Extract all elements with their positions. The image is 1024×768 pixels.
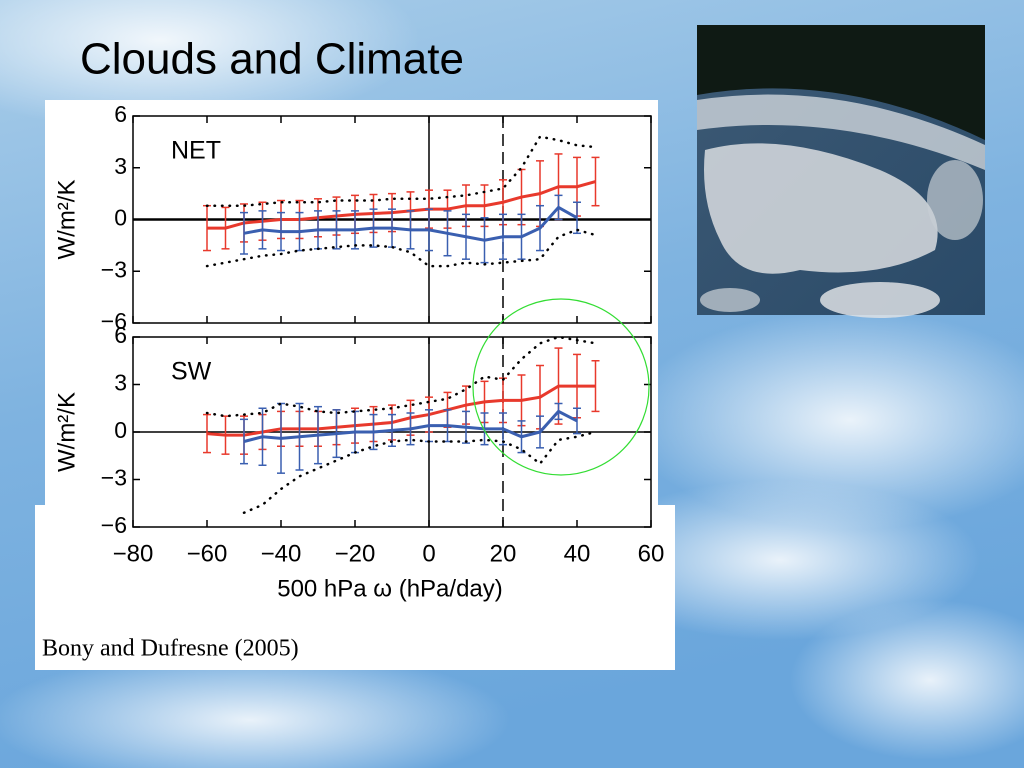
x-tick-label: 60 — [638, 540, 665, 567]
error-bar — [499, 412, 507, 446]
earth-photo — [697, 25, 985, 318]
error-bar — [332, 409, 341, 459]
y-axis-label: W/m²/K — [53, 392, 80, 472]
y-tick-label: −6 — [101, 308, 127, 334]
error-bar — [277, 211, 285, 252]
cloud — [790, 600, 1024, 760]
charts: −6 −3 0 3 6 NET W/m²/K −6 −3 0 3 6 −80 −60 −40 −20 0 20 40… — [53, 101, 664, 602]
panel-title: SW — [171, 358, 212, 386]
panel-title: NET — [171, 137, 221, 165]
y-tick-label: −3 — [101, 256, 127, 282]
error-bar — [221, 206, 230, 250]
y-axis-label: W/m²/K — [53, 180, 80, 260]
error-bar — [203, 413, 211, 454]
error-bar — [480, 217, 489, 264]
error-bar — [517, 213, 526, 260]
y-tick-label: 6 — [114, 101, 127, 127]
error-bar — [314, 405, 322, 465]
cloud — [580, 480, 980, 640]
error-bar — [462, 410, 470, 444]
error-bar — [406, 210, 415, 250]
slide-title: Clouds and Climate — [80, 35, 464, 84]
highlight-circle — [472, 298, 650, 476]
error-bar — [240, 418, 248, 465]
x-tick-label: 20 — [490, 540, 517, 567]
figure-panel — [45, 100, 658, 510]
error-bar — [351, 210, 359, 250]
cloud — [630, 310, 1024, 530]
x-tick-label: 0 — [422, 540, 435, 567]
y-tick-label: −3 — [101, 465, 127, 491]
error-bar — [591, 360, 600, 413]
error-bar — [406, 412, 415, 446]
x-tick-label: −20 — [335, 540, 376, 567]
x-tick-label: −80 — [113, 540, 154, 567]
error-bar — [369, 208, 378, 248]
error-bar — [536, 415, 544, 449]
cloud — [0, 650, 510, 768]
error-bar — [258, 210, 267, 250]
envelope-line — [205, 228, 597, 268]
caption: Bony and Dufresne (2005) — [42, 636, 299, 662]
chart: −6 −3 0 3 6 −80 −60 −40 −20 0 20 40 60 SW W/m²/K 500 hP… — [53, 322, 664, 602]
x-axis-label: 500 hPa ω (hPa/day) — [277, 575, 503, 602]
error-bar — [591, 156, 600, 207]
envelope-line — [205, 135, 597, 207]
error-bar — [369, 413, 378, 451]
error-bar — [573, 407, 581, 435]
figure-panel — [35, 505, 675, 670]
error-bar — [462, 213, 470, 260]
x-tick-label: −60 — [187, 540, 228, 567]
error-bar — [443, 210, 452, 257]
cloud — [0, 0, 420, 130]
error-bar — [295, 402, 304, 471]
error-bar — [536, 204, 544, 252]
y-tick-label: 0 — [114, 417, 127, 443]
data-line — [207, 180, 596, 230]
error-bar — [554, 194, 563, 221]
error-bar — [332, 210, 341, 250]
error-bar — [499, 213, 507, 260]
envelope-line — [242, 430, 597, 514]
y-tick-label: 3 — [114, 370, 127, 396]
chart: −6 −3 0 3 6 NET W/m²/K — [53, 101, 652, 334]
x-tick-label: −40 — [261, 540, 302, 567]
error-bar — [425, 208, 433, 252]
y-tick-label: −6 — [101, 512, 127, 538]
error-bar — [554, 402, 563, 421]
y-tick-label: 0 — [114, 205, 127, 231]
error-bar — [480, 412, 489, 446]
error-bar — [258, 407, 267, 466]
data-line — [206, 384, 596, 437]
envelope-line — [205, 335, 597, 418]
y-tick-label: 3 — [114, 153, 127, 179]
y-tick-label: 6 — [114, 322, 127, 348]
error-bar — [240, 211, 248, 255]
x-tick-label: 40 — [564, 540, 591, 567]
error-bar — [573, 201, 581, 235]
